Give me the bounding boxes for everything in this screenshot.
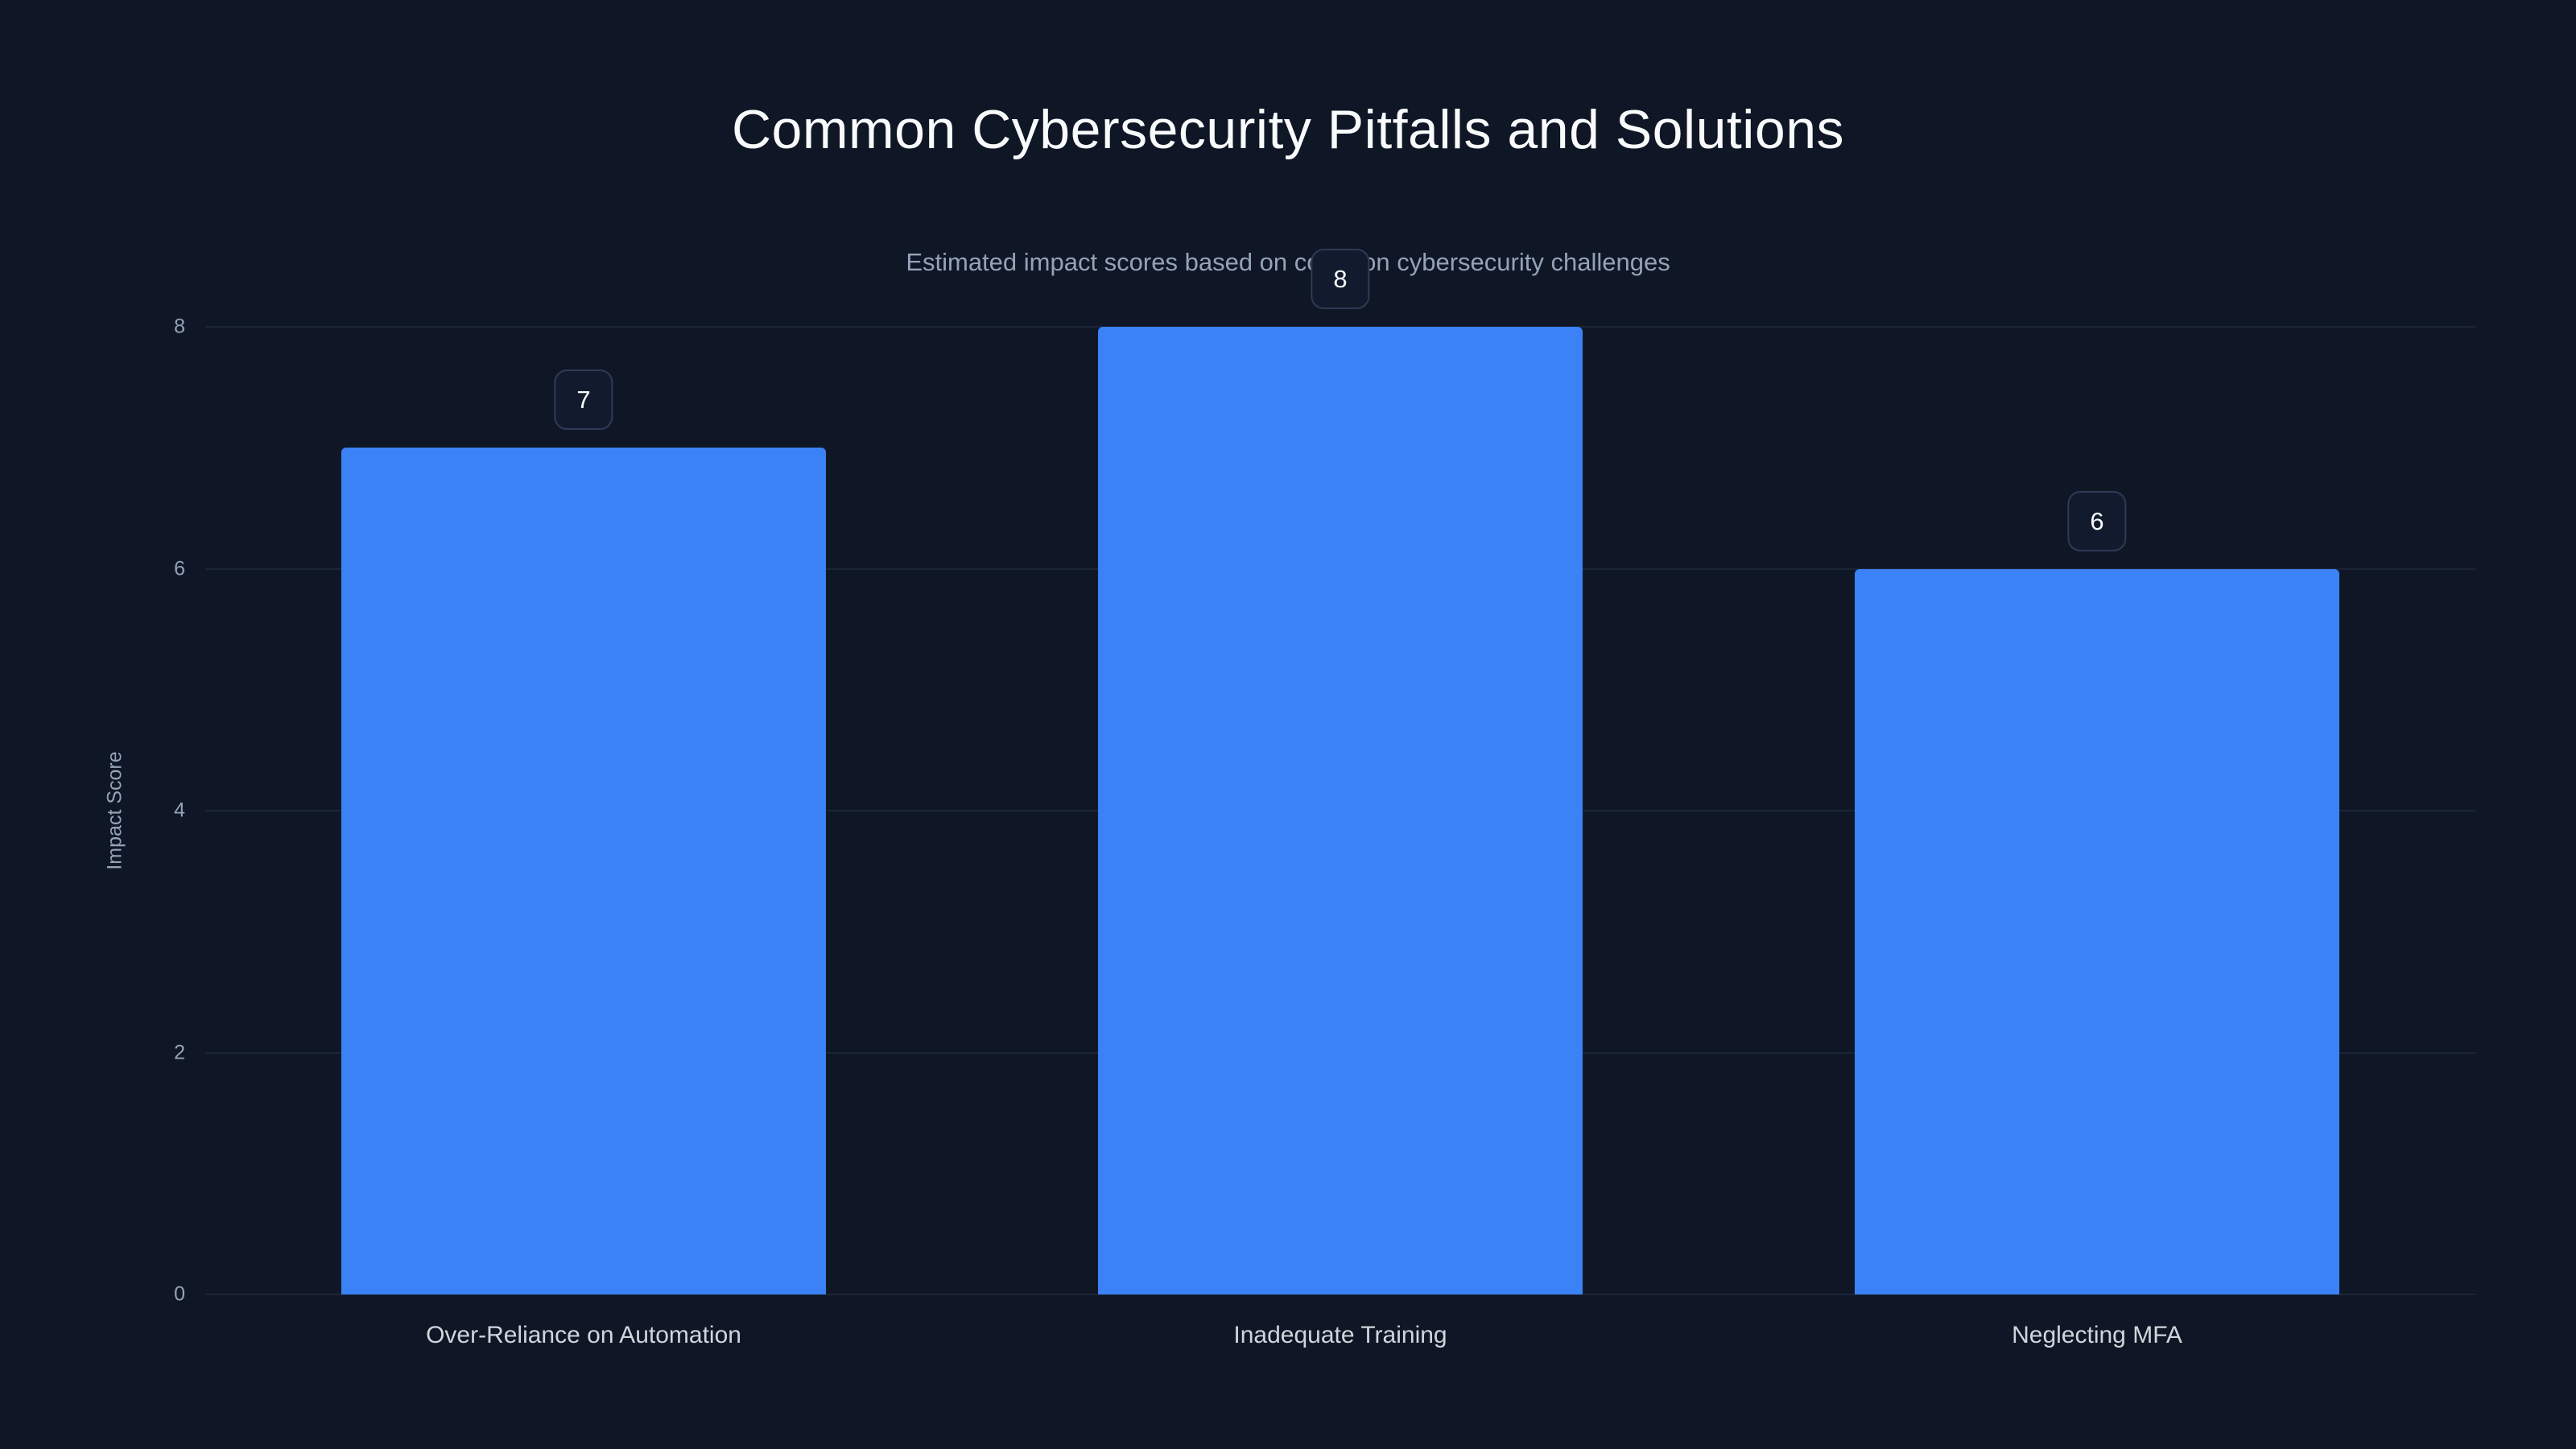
bar-group: 7 Over-Reliance on Automation <box>205 327 962 1348</box>
x-axis-tick-label: Inadequate Training <box>1233 1322 1447 1348</box>
bar-group: 8 Inadequate Training <box>962 249 1719 1348</box>
bar[interactable]: 7 <box>341 369 826 1294</box>
y-axis-tick-label: 0 <box>174 1282 185 1306</box>
bar-value-badge: 7 <box>554 369 613 431</box>
plot-area: 0 2 4 6 8 7 Over-Reliance on Automation 8 Inade… <box>174 249 2475 1348</box>
bar-group: 6 Neglecting MFA <box>1719 327 2475 1348</box>
gridline <box>205 1294 2475 1295</box>
y-axis-tick-label: 6 <box>174 557 185 580</box>
bar[interactable]: 6 <box>1855 490 2339 1294</box>
y-axis-tick-label: 4 <box>174 799 185 822</box>
bar[interactable]: 8 <box>1098 249 1583 1294</box>
x-axis-tick-label: Neglecting MFA <box>2012 1322 2182 1348</box>
y-axis-tick-label: 2 <box>174 1041 185 1063</box>
bar-value-badge: 8 <box>1311 249 1370 309</box>
bars-container: 7 Over-Reliance on Automation 8 Inadequate … <box>205 249 2475 1348</box>
x-axis-tick-label: Over-Reliance on Automation <box>426 1322 741 1348</box>
y-axis-tick-label: 8 <box>174 315 185 338</box>
chart-title: Common Cybersecurity Pitfalls and Soluti… <box>731 99 1845 160</box>
chart-subtitle: Estimated impact scores based on common … <box>906 248 1670 276</box>
bar-value-badge: 6 <box>2067 490 2127 551</box>
